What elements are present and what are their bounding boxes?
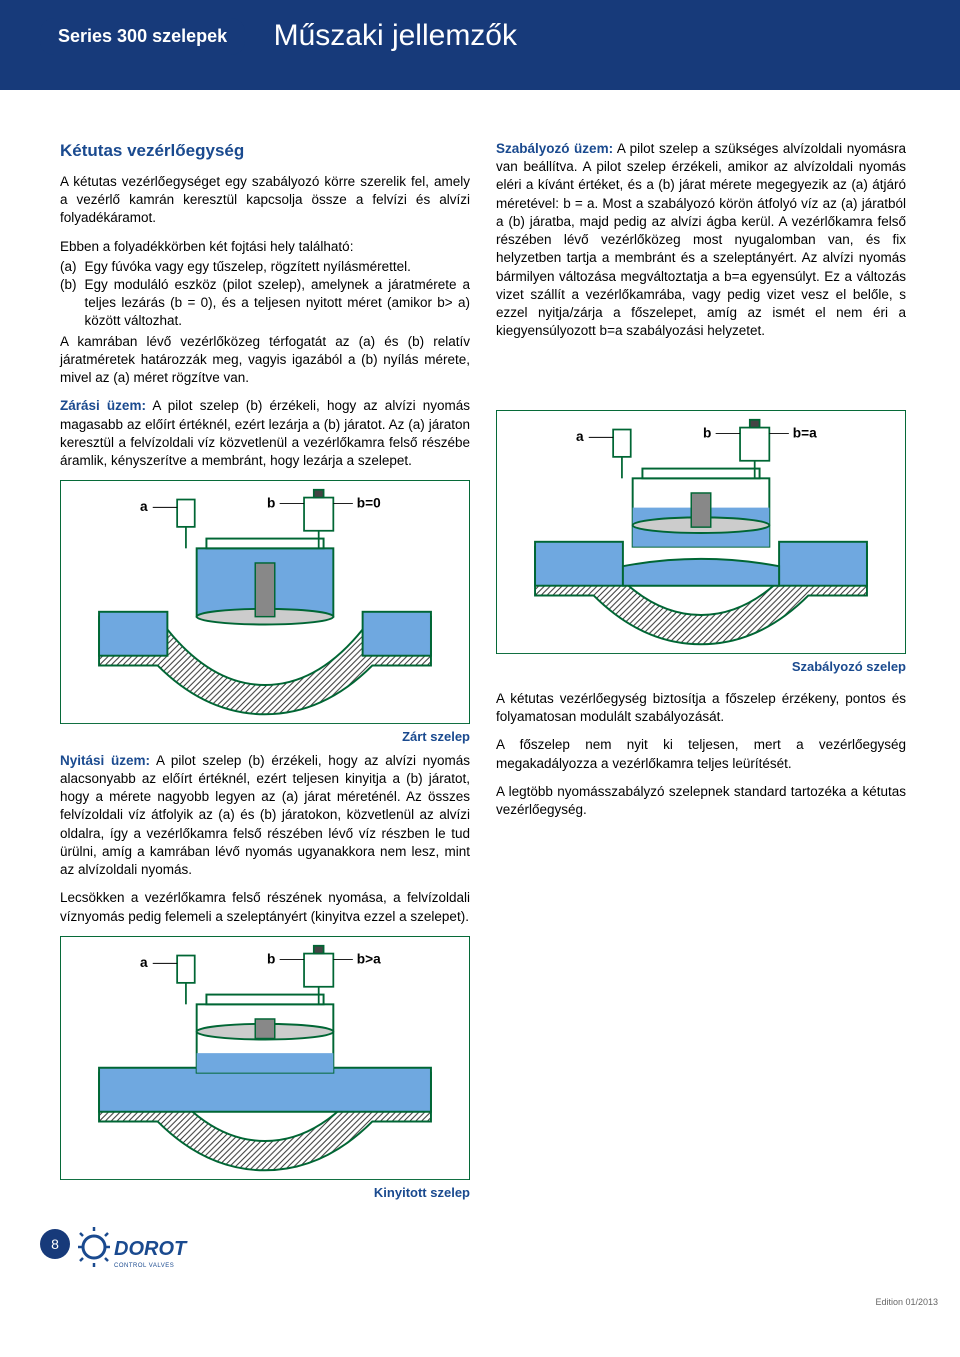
svg-text:a: a xyxy=(140,955,148,970)
left-column: Kétutas vezérlőegység A kétutas vezérlőe… xyxy=(60,140,470,1207)
opening-mode-label: Nyitási üzem: xyxy=(60,753,150,768)
list-item-a: (a) Egy fúvóka vagy egy tűszelep, rögzít… xyxy=(60,258,470,276)
dorot-logo: DOROT CONTROL VALVES xyxy=(78,1227,188,1278)
opening-mode-paragraph-2: Lecsökken a vezérlőkamra felső részének … xyxy=(60,889,470,925)
svg-text:b=a: b=a xyxy=(793,426,817,441)
opening-mode-text: A pilot szelep (b) érzékeli, hogy az alv… xyxy=(60,753,470,877)
diagram-regulating-svg: a b b=a xyxy=(496,410,906,654)
edition-label: Edition 01/2013 xyxy=(875,1297,938,1307)
svg-text:b: b xyxy=(267,951,275,966)
list-marker-b: (b) xyxy=(60,276,77,331)
page-body: Kétutas vezérlőegység A kétutas vezérlőe… xyxy=(0,90,960,1327)
page-number: 8 xyxy=(40,1229,70,1259)
figure-regulating-valve: a b b=a Szabályozó szelep xyxy=(496,410,906,676)
figure-open-caption: Kinyitott szelep xyxy=(60,1184,470,1202)
list-item-b: (b) Egy moduláló eszköz (pilot szelep), … xyxy=(60,276,470,331)
page-header: Series 300 szelepek Műszaki jellemzők xyxy=(0,0,960,90)
svg-text:b: b xyxy=(703,426,711,441)
series-tab: Series 300 szelepek xyxy=(40,18,245,55)
list-text-a: Egy fúvóka vagy egy tűszelep, rögzített … xyxy=(85,258,471,276)
summary-1: A kétutas vezérlőegység biztosítja a fős… xyxy=(496,690,906,726)
figure-closed-caption: Zárt szelep xyxy=(60,728,470,746)
label-a: a xyxy=(140,499,148,514)
svg-text:DOROT: DOROT xyxy=(114,1238,188,1260)
closing-mode-paragraph: Zárási üzem: A pilot szelep (b) érzékeli… xyxy=(60,397,470,470)
figure-closed-valve: a b b=0 Zárt szelep xyxy=(60,480,470,746)
diagram-closed-svg: a b b=0 xyxy=(60,480,470,724)
diagram-open-svg: a b b>a xyxy=(60,936,470,1180)
closing-mode-label: Zárási üzem: xyxy=(60,398,146,413)
label-b: b xyxy=(267,496,275,511)
intro2-paragraph: Ebben a folyadékkörben két fojtási hely … xyxy=(60,238,470,256)
label-rel: b=0 xyxy=(357,496,381,511)
right-column: Szabályozó üzem: A pilot szelep a szüksé… xyxy=(496,140,906,1207)
figure-regulating-caption: Szabályozó szelep xyxy=(496,658,906,676)
list-marker-a: (a) xyxy=(60,258,77,276)
svg-text:a: a xyxy=(576,430,584,445)
regulating-mode-paragraph: Szabályozó üzem: A pilot szelep a szüksé… xyxy=(496,140,906,340)
list-text-b: Egy moduláló eszköz (pilot szelep), amel… xyxy=(85,276,471,331)
page-footer: 8 DOROT CONTROL VALVES Edition 01/201 xyxy=(0,1227,960,1297)
opening-mode-paragraph: Nyitási üzem: A pilot szelep (b) érzékel… xyxy=(60,752,470,880)
svg-text:b>a: b>a xyxy=(357,951,381,966)
intro3-paragraph: A kamrában lévő vezérlőközeg térfogatát … xyxy=(60,333,470,388)
svg-text:CONTROL VALVES: CONTROL VALVES xyxy=(114,1263,174,1269)
regulating-mode-text: A pilot szelep a szükséges alvízoldali n… xyxy=(496,141,906,338)
section-heading: Kétutas vezérlőegység xyxy=(60,140,470,163)
summary-3: A legtöbb nyomásszabályzó szelepnek stan… xyxy=(496,783,906,819)
summary-2: A főszelep nem nyit ki teljesen, mert a … xyxy=(496,736,906,772)
page-title: Műszaki jellemzők xyxy=(274,19,517,53)
intro-paragraph: A kétutas vezérlőegységet egy szabályozó… xyxy=(60,173,470,228)
regulating-mode-label: Szabályozó üzem: xyxy=(496,141,613,156)
figure-open-valve: a b b>a Kinyitott szelep xyxy=(60,936,470,1202)
